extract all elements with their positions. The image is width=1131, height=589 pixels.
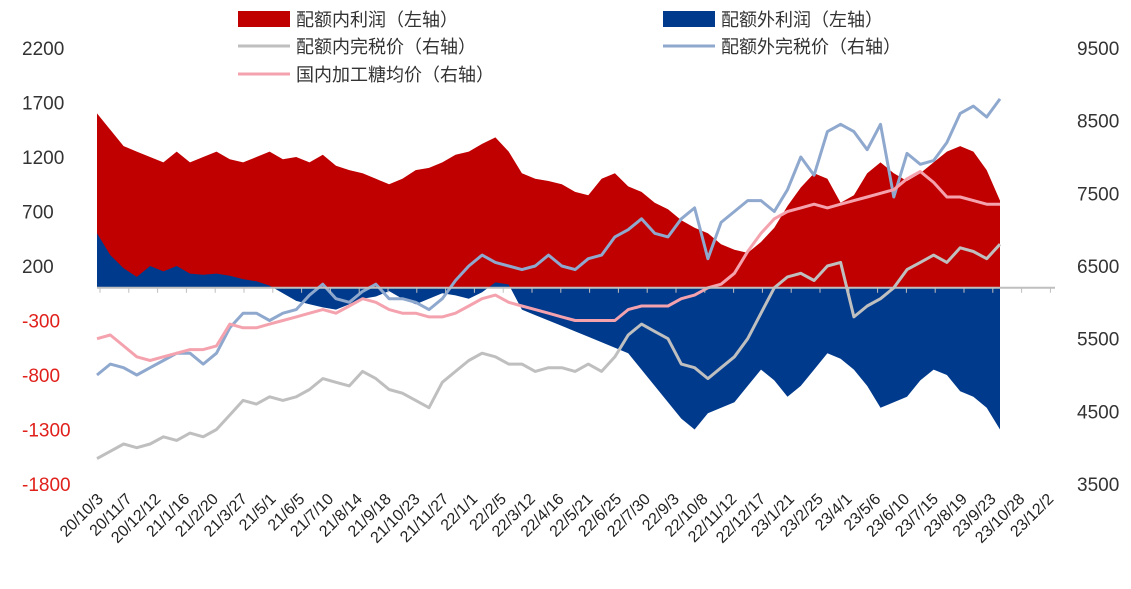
legend-item: 配额外完税价（右轴） [663,37,901,58]
left-tick-label: 200 [22,257,54,278]
left-tick-label: -1800 [22,475,71,496]
left-tick-label: 1700 [22,94,64,115]
left-axis-ticks: 2200 1700 1200 700 200 -300 -800 -1300 -1800 [22,39,71,496]
left-tick-label: 2200 [22,39,64,60]
in-quota-profit-area [97,113,1000,288]
left-tick-label: 1200 [22,148,64,169]
legend-item: 配额内利润（左轴） [238,10,458,31]
area-series-group [97,113,1000,430]
legend-swatch-area [663,11,715,27]
legend-label: 国内加工糖均价（右轴） [296,65,494,86]
in-quota-price-line [96,243,1002,460]
legend-label: 配额内利润（左轴） [296,10,458,31]
left-tick-label: -1300 [22,421,71,442]
right-tick-label: 8500 [1077,112,1119,133]
domestic-sugar-price-line [96,170,1000,362]
right-tick-label: 4500 [1077,402,1119,423]
legend-item: 配额内完税价（右轴） [238,37,476,58]
legend-label: 配额外利润（左轴） [721,10,883,31]
legend-label: 配额内完税价（右轴） [296,37,476,58]
legend-item: 国内加工糖均价（右轴） [238,65,494,86]
right-tick-label: 3500 [1077,475,1119,496]
left-tick-label: -300 [22,312,60,333]
out-quota-price-line [96,98,1002,377]
right-axis-ticks: 9500 8500 7500 6500 5500 4500 3500 [1077,39,1119,496]
left-tick-label: 700 [22,203,54,224]
legend: 配额内利润（左轴） 配额外利润（左轴） 配额内完税价（右轴） 配额外完税价（右轴） 国内… [238,10,901,86]
out-quota-profit-area [97,233,1000,430]
legend-label: 配额外完税价（右轴） [721,37,901,58]
right-tick-label: 9500 [1077,39,1119,60]
legend-swatch-area [238,11,290,27]
right-tick-label: 5500 [1077,330,1119,351]
right-tick-label: 6500 [1077,257,1119,278]
left-tick-label: -800 [22,366,60,387]
right-tick-label: 7500 [1077,184,1119,205]
legend-item: 配额外利润（左轴） [663,10,883,31]
line-series-group [96,98,1002,460]
